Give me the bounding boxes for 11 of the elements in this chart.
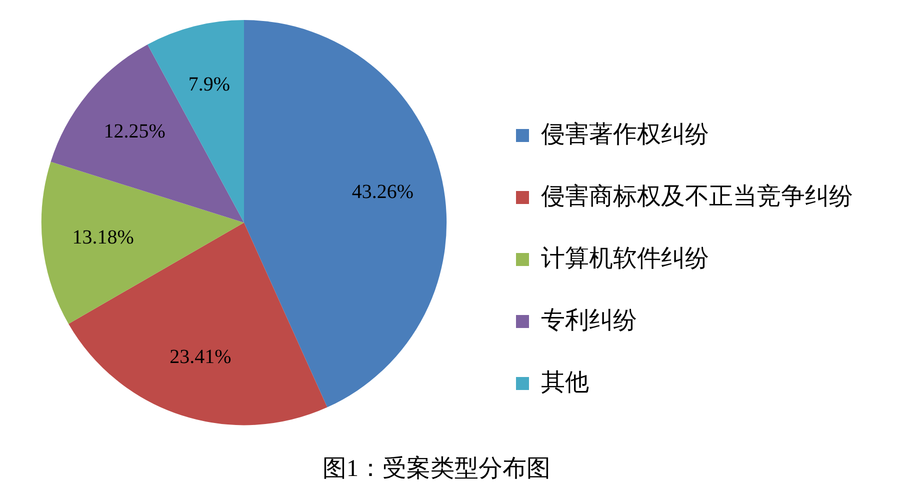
legend-label: 其他 bbox=[541, 370, 589, 396]
data-label: 12.25% bbox=[104, 120, 166, 143]
data-label: 23.41% bbox=[170, 346, 232, 368]
text: 图1：受案类型分布图 bbox=[322, 454, 550, 482]
legend-label: 专利纠纷 bbox=[541, 308, 637, 334]
legend-label: 侵害著作权纠纷 bbox=[541, 120, 709, 148]
data-label: 43.26% bbox=[352, 181, 414, 204]
legend-label: 计算机软件纠纷 bbox=[541, 246, 709, 272]
legend-label: 侵害商标权及不正当竞争纠纷 bbox=[541, 182, 853, 210]
data-label: 13.18% bbox=[72, 226, 134, 248]
data-label: 7.9% bbox=[188, 73, 230, 96]
